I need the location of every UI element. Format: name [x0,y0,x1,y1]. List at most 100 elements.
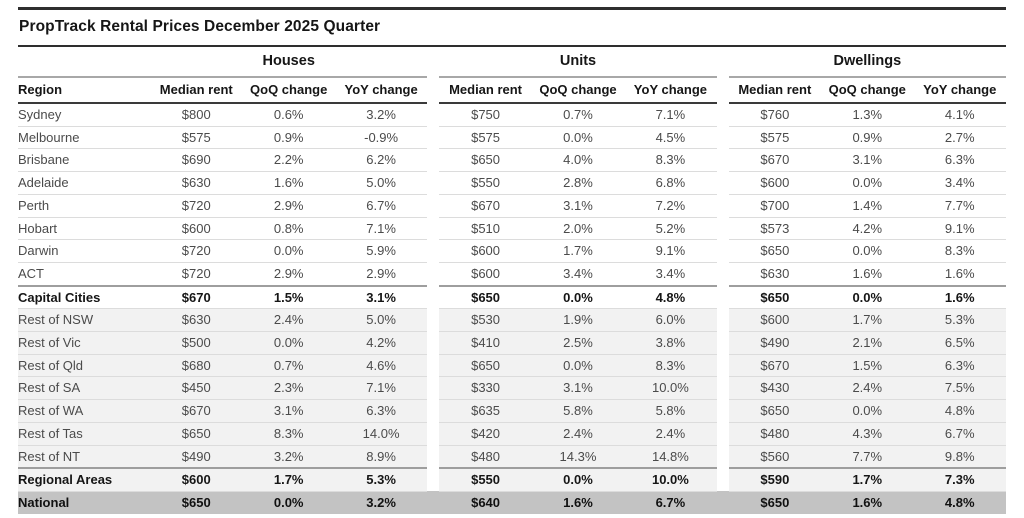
table-row: National $650 0.0% 3.2% $640 1.6% 6.7% $650 1.6%… [18,491,1006,514]
value-cell: 5.3% [334,467,428,492]
value-cell: 4.8% [913,399,1006,423]
value-cell: 3.8% [624,331,717,355]
column-gap [427,331,440,355]
column-gap [716,77,729,103]
value-cell: 6.7% [334,194,428,218]
column-gap [716,354,729,377]
value-cell: 5.3% [913,308,1006,333]
value-cell: $410 [439,331,532,355]
value-cell: 8.3% [913,239,1006,263]
column-header-row: Region Median rent QoQ change YoY change… [18,77,1006,104]
table-body: Sydney $800 0.6% 3.2% $750 0.7% 7.1% $760 1.3% 4.… [18,103,1006,514]
column-gap [427,376,440,400]
column-gap [716,126,729,149]
value-cell: 0.6% [242,103,335,127]
value-cell: $500 [150,331,243,355]
table-row: Rest of Vic $500 0.0% 4.2% $410 2.5% 3.8% $490 2… [18,331,1006,355]
value-cell: 2.2% [242,148,335,173]
value-cell: 1.6% [913,284,1006,310]
value-cell: $575 [439,126,532,150]
region-cell: Rest of Vic [18,331,151,355]
value-cell: 7.1% [624,103,717,127]
value-cell: 1.4% [821,194,914,218]
region-cell: Melbourne [18,126,151,150]
value-cell: 7.7% [913,194,1006,218]
value-cell: 2.1% [821,331,914,355]
value-cell: 2.9% [334,262,428,287]
column-header-yoy-change: YoY change [334,77,428,104]
value-cell: $800 [150,103,243,127]
value-cell: 3.2% [334,491,428,514]
value-cell: $573 [728,217,822,241]
column-gap [716,376,729,400]
column-gap [716,468,729,492]
value-cell: $650 [728,491,822,514]
column-header-median-rent: Median rent [439,77,532,104]
value-cell: $670 [439,194,532,218]
value-cell: 6.3% [913,148,1006,173]
column-gap [427,262,440,286]
value-cell: $550 [439,171,532,195]
value-cell: 1.6% [242,171,335,195]
value-cell: 0.0% [242,491,335,514]
value-cell: 2.5% [531,331,625,355]
value-cell: 2.9% [242,194,335,218]
column-header-region: Region [18,77,151,104]
column-gap [427,308,440,332]
value-cell: 0.0% [821,171,914,195]
value-cell: 3.1% [531,376,625,401]
value-cell: 2.4% [531,422,625,446]
column-gap [716,285,729,309]
column-gap [427,285,440,309]
value-cell: $635 [439,399,532,423]
table-row: Darwin $720 0.0% 5.9% $600 1.7% 9.1% $650 0.0% 8.… [18,239,1006,263]
table-row: Capital Cities $670 1.5% 3.1% $650 0.0% 4.8% $6… [18,284,1006,310]
region-cell: Rest of SA [18,376,151,401]
value-cell: 0.0% [531,284,625,310]
column-gap [716,491,729,514]
value-cell: $650 [728,399,822,423]
column-header-median-rent: Median rent [150,77,243,104]
region-cell: Rest of NSW [18,308,151,333]
value-cell: 1.7% [821,467,914,492]
value-cell: 8.3% [624,148,717,173]
value-cell: $760 [728,103,822,127]
value-cell: 7.5% [913,376,1006,401]
column-gap [716,194,729,218]
table-row: Sydney $800 0.6% 3.2% $750 0.7% 7.1% $760 1.3% 4.… [18,103,1006,127]
value-cell: 7.7% [821,445,914,469]
column-header-qoq-change: QoQ change [242,77,335,104]
value-cell: 3.1% [821,148,914,173]
value-cell: $650 [728,239,822,263]
value-cell: 4.6% [334,354,428,378]
value-cell: 8.9% [334,445,428,469]
rental-prices-table: Houses Units Dwellings Region Median ren… [18,47,1006,514]
value-cell: 8.3% [242,422,335,446]
column-header-median-rent: Median rent [728,77,822,104]
value-cell: 3.2% [334,103,428,127]
value-cell: 0.8% [242,217,335,241]
value-cell: $490 [150,445,243,469]
value-cell: 14.8% [624,445,717,469]
value-cell: $330 [439,376,532,401]
value-cell: 6.5% [913,331,1006,355]
column-gap [427,126,440,149]
value-cell: 7.1% [334,217,428,241]
value-cell: $480 [728,422,822,446]
value-cell: 3.1% [531,194,625,218]
region-cell: Rest of Qld [18,354,151,378]
region-cell: ACT [18,262,151,287]
group-header-houses: Houses [150,47,428,78]
table-row: Rest of NT $490 3.2% 8.9% $480 14.3% 14.8% $560… [18,445,1006,469]
region-cell: Sydney [18,103,151,127]
value-cell: 6.2% [334,148,428,173]
region-cell: Regional Areas [18,467,151,492]
value-cell: $600 [439,262,532,287]
column-gap [716,239,729,263]
value-cell: $670 [150,399,243,423]
value-cell: 0.0% [531,126,625,150]
region-cell: Hobart [18,217,151,241]
value-cell: 7.2% [624,194,717,218]
value-cell: 6.3% [334,399,428,423]
